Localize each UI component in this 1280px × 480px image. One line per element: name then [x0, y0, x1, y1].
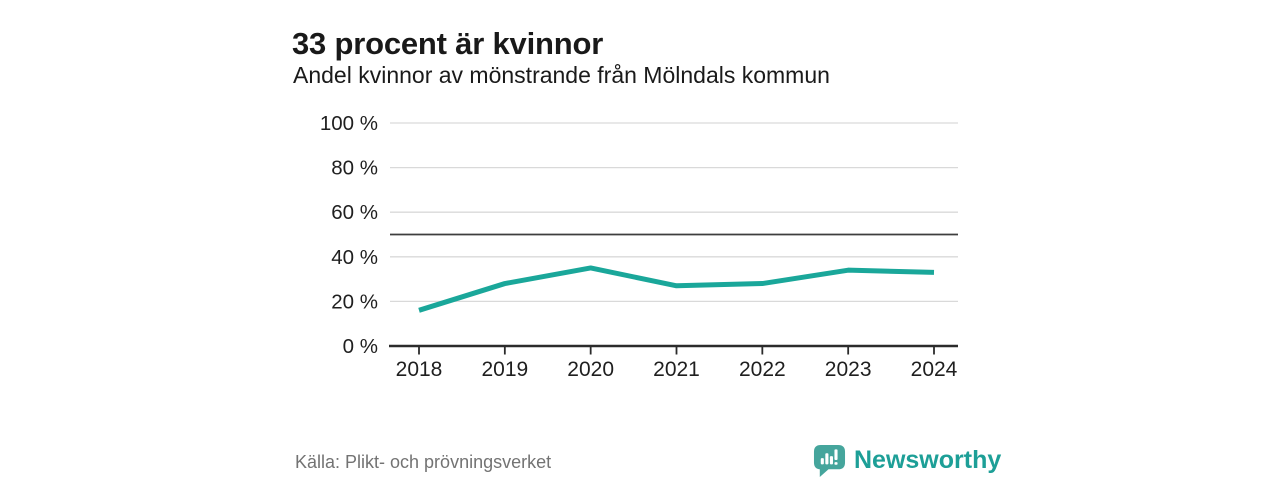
source-note: Källa: Plikt- och prövningsverket — [295, 452, 552, 472]
newsworthy-logo: Newsworthy — [813, 444, 1001, 478]
y-tick-label: 0 % — [343, 335, 378, 358]
trend-line — [418, 265, 935, 313]
x-tick-label: 2021 — [653, 358, 700, 381]
line-chart: 0 % 20 % 40 % 60 % 80 % 100 % 2018 2019 2020 2021… — [320, 112, 958, 381]
chart-title: 33 procent är kvinnor — [292, 25, 604, 61]
x-tick-label: 2019 — [481, 358, 528, 381]
newsworthy-bar-chart-bubble-icon — [813, 444, 846, 478]
chart-subtitle: Andel kvinnor av mönstrande från Mölndal… — [293, 62, 830, 88]
y-tick-label: 100 % — [320, 112, 378, 135]
y-tick-label: 60 % — [331, 201, 378, 224]
x-tick-label: 2024 — [911, 358, 958, 381]
x-tick-label: 2022 — [739, 358, 786, 381]
y-tick-label: 20 % — [331, 290, 378, 313]
y-tick-label: 40 % — [331, 246, 378, 269]
x-tick-label: 2023 — [825, 358, 872, 381]
y-tick-label: 80 % — [331, 157, 378, 180]
newsworthy-wordmark: Newsworthy — [854, 446, 1002, 474]
x-tick-label: 2020 — [567, 358, 614, 381]
x-tick-label: 2018 — [396, 358, 443, 381]
